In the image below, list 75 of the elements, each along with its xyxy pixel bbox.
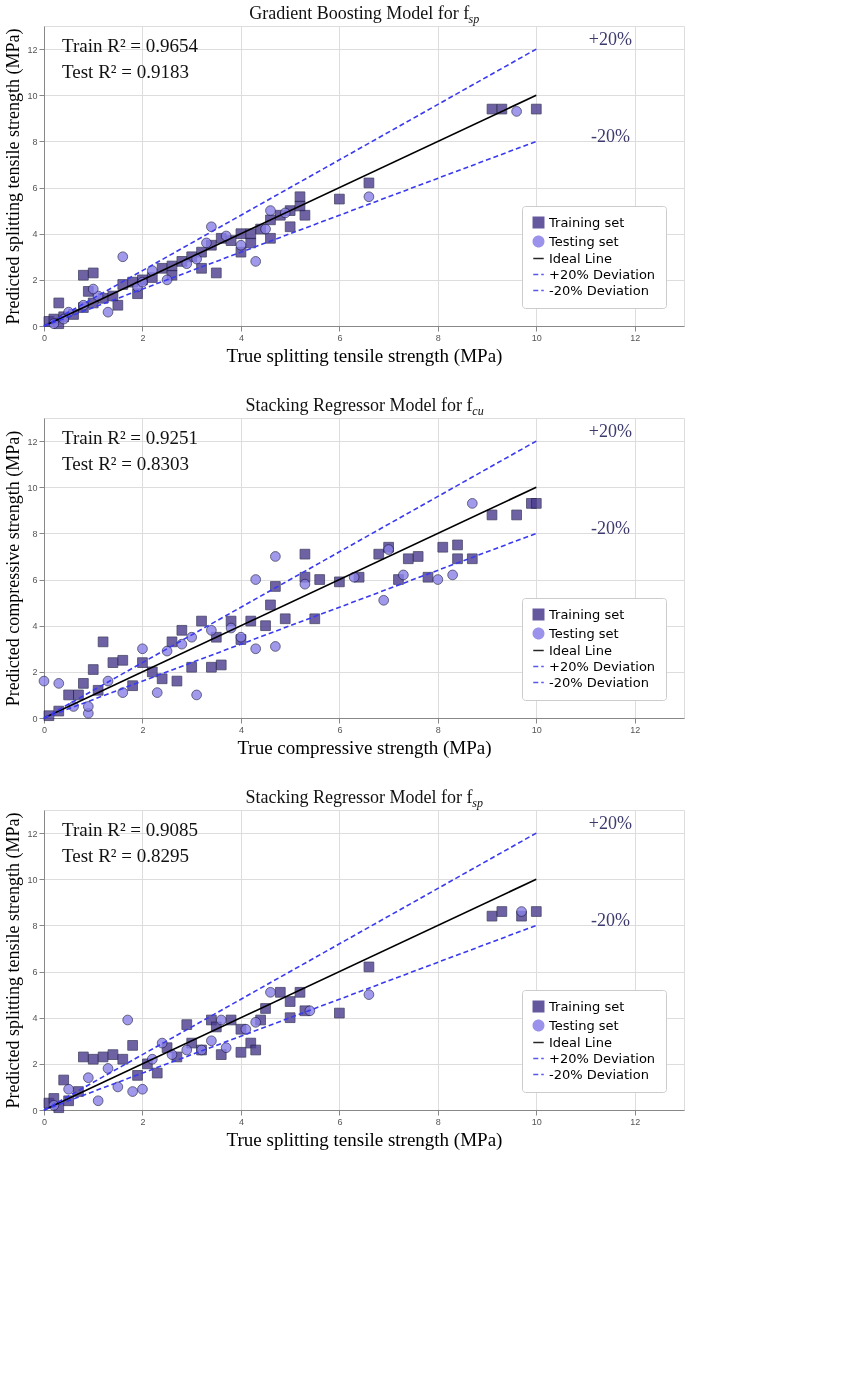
annotation: +20% bbox=[588, 813, 632, 833]
y-tick-label: 0 bbox=[32, 321, 38, 332]
x-tick-label: 0 bbox=[41, 332, 48, 343]
y-tick-label: 2 bbox=[32, 667, 38, 678]
x-tick-label: 0 bbox=[41, 1116, 48, 1127]
x-axis-title: True splitting tensile strength (MPa) bbox=[226, 344, 503, 367]
y-tick-label: 6 bbox=[32, 183, 38, 194]
x-tick-label: 12 bbox=[630, 1116, 641, 1127]
annotation: Test R² = 0.9183 bbox=[62, 61, 189, 82]
y-tick-label: 4 bbox=[32, 229, 38, 240]
y-tick-label: 0 bbox=[32, 713, 38, 724]
x-axis-title: True splitting tensile strength (MPa) bbox=[226, 1128, 503, 1151]
x-tick-label: 8 bbox=[435, 724, 441, 735]
x-tick-label: 10 bbox=[531, 332, 542, 343]
legend-label: Training set bbox=[548, 606, 625, 622]
legend-label: -20% Deviation bbox=[549, 1066, 649, 1082]
y-tick-label: 0 bbox=[32, 1105, 38, 1116]
legend-label: +20% Deviation bbox=[549, 266, 656, 282]
y-tick-label: 2 bbox=[32, 275, 38, 286]
legend-label: Ideal Line bbox=[549, 250, 612, 266]
x-axis-title: True compressive strength (MPa) bbox=[237, 736, 492, 759]
y-tick-label: 12 bbox=[27, 436, 38, 447]
legend-label: Ideal Line bbox=[549, 1034, 612, 1050]
y-tick-label: 8 bbox=[32, 920, 38, 931]
annotation: -20% bbox=[590, 910, 630, 930]
legend-label: Testing set bbox=[548, 625, 619, 641]
x-tick-label: 4 bbox=[238, 1116, 244, 1127]
x-tick-label: 2 bbox=[140, 724, 146, 735]
x-tick-label: 2 bbox=[140, 332, 146, 343]
y-tick-label: 10 bbox=[27, 482, 38, 493]
y-tick-label: 8 bbox=[32, 136, 38, 147]
x-tick-label: 8 bbox=[435, 1116, 441, 1127]
x-tick-label: 6 bbox=[337, 332, 343, 343]
annotation: Train R² = 0.9085 bbox=[62, 819, 199, 840]
x-tick-label: 6 bbox=[337, 724, 343, 735]
x-tick-label: 12 bbox=[630, 332, 641, 343]
y-tick-label: 10 bbox=[27, 90, 38, 101]
legend-label: Training set bbox=[548, 214, 625, 230]
annotation: Test R² = 0.8295 bbox=[62, 845, 189, 866]
annotation: Test R² = 0.8303 bbox=[62, 453, 189, 474]
x-tick-label: 10 bbox=[531, 1116, 542, 1127]
x-tick-label: 8 bbox=[435, 332, 441, 343]
y-tick-label: 4 bbox=[32, 1013, 38, 1024]
annotation: Train R² = 0.9654 bbox=[62, 35, 199, 56]
legend-label: +20% Deviation bbox=[549, 1050, 656, 1066]
y-tick-label: 8 bbox=[32, 528, 38, 539]
x-tick-label: 4 bbox=[238, 724, 244, 735]
legend-label: -20% Deviation bbox=[549, 674, 649, 690]
legend-label: Ideal Line bbox=[549, 642, 612, 658]
legend-label: -20% Deviation bbox=[549, 282, 649, 298]
annotation: Train R² = 0.9251 bbox=[62, 427, 199, 448]
x-tick-label: 4 bbox=[238, 332, 244, 343]
annotation: -20% bbox=[590, 126, 630, 146]
x-tick-label: 6 bbox=[337, 1116, 343, 1127]
y-tick-label: 4 bbox=[32, 621, 38, 632]
y-axis-title: Predicted compressive strength (MPa) bbox=[3, 430, 25, 707]
x-tick-label: 10 bbox=[531, 724, 542, 735]
y-tick-label: 12 bbox=[27, 828, 38, 839]
y-tick-label: 2 bbox=[32, 1059, 38, 1070]
legend-label: Testing set bbox=[548, 1017, 619, 1033]
annotation: -20% bbox=[590, 518, 630, 538]
y-tick-label: 6 bbox=[32, 575, 38, 586]
y-axis-title: Predicted splitting tensile strength (MPa) bbox=[3, 812, 25, 1109]
y-tick-label: 10 bbox=[27, 874, 38, 885]
legend-label: +20% Deviation bbox=[549, 658, 656, 674]
y-tick-label: 12 bbox=[27, 44, 38, 55]
legend-label: Training set bbox=[548, 998, 625, 1014]
y-axis-title: Predicted splitting tensile strength (MPa) bbox=[3, 28, 25, 325]
x-tick-label: 2 bbox=[140, 1116, 146, 1127]
y-tick-label: 6 bbox=[32, 967, 38, 978]
legend-label: Testing set bbox=[548, 233, 619, 249]
annotation: +20% bbox=[588, 29, 632, 49]
x-tick-label: 0 bbox=[41, 724, 48, 735]
annotation: +20% bbox=[588, 421, 632, 441]
x-tick-label: 12 bbox=[630, 724, 641, 735]
